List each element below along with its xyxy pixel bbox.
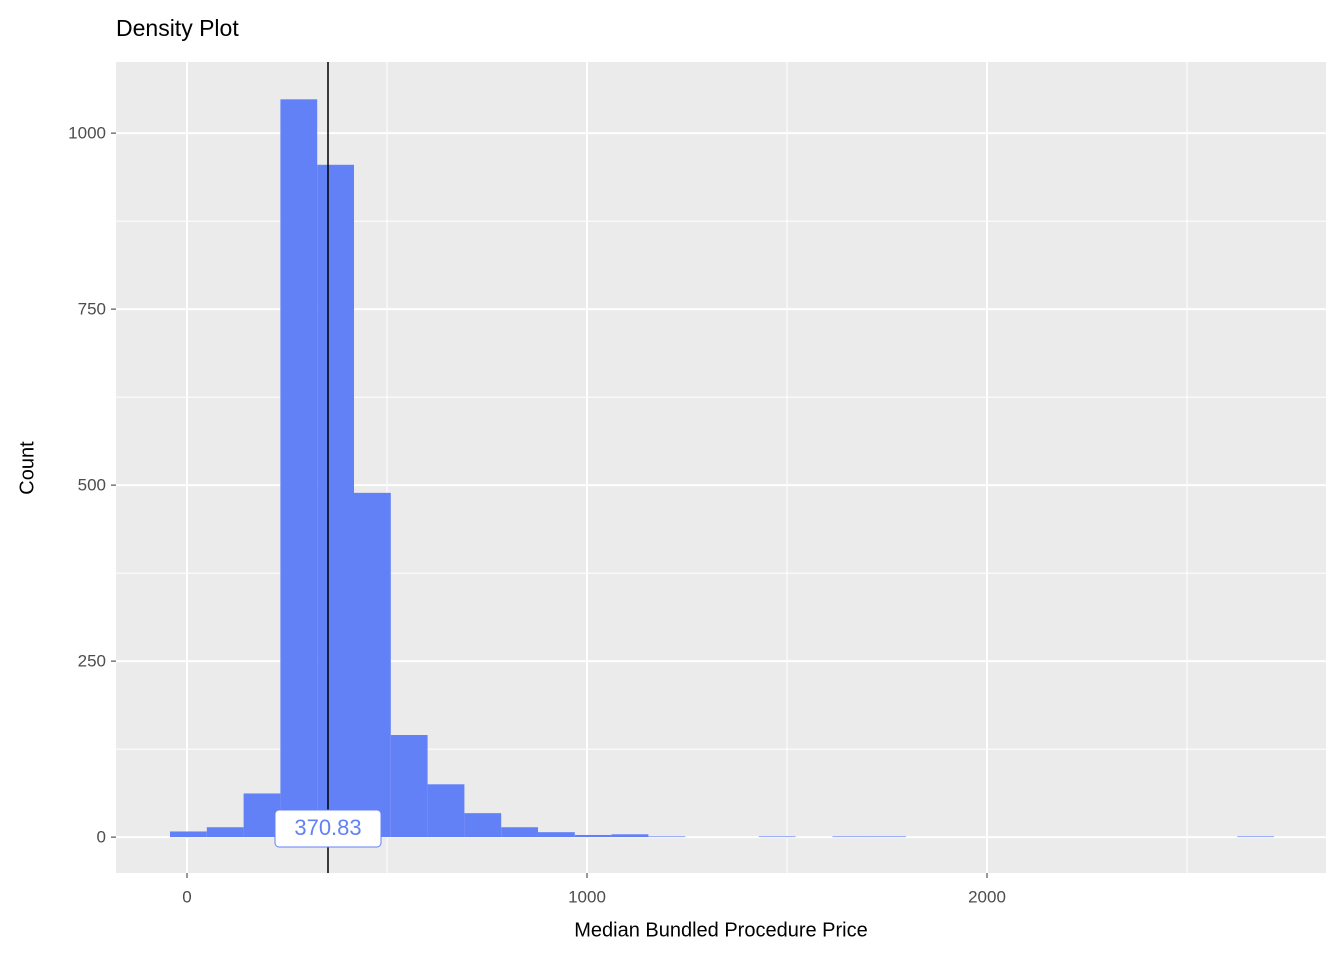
- x-axis-title: Median Bundled Procedure Price: [574, 919, 868, 941]
- x-tick-label: 1000: [568, 887, 606, 906]
- bar: [170, 831, 207, 838]
- bar: [280, 99, 318, 838]
- bar: [832, 836, 870, 838]
- bar: [869, 836, 906, 838]
- bar: [611, 834, 649, 838]
- bar: [390, 735, 428, 838]
- x-tick-label: 0: [182, 887, 191, 906]
- reference-label: 370.83: [294, 815, 361, 840]
- bar: [354, 492, 391, 838]
- y-axis-title: Count: [16, 441, 38, 495]
- bar: [206, 827, 244, 838]
- chart-title: Density Plot: [116, 15, 239, 41]
- bar: [758, 836, 796, 838]
- y-tick-label: 500: [78, 476, 106, 495]
- y-tick-label: 750: [78, 300, 106, 319]
- bar: [1237, 836, 1274, 838]
- bar: [427, 784, 465, 838]
- bar: [464, 813, 502, 838]
- bar: [538, 832, 575, 838]
- label-box: [274, 809, 382, 848]
- bar: [574, 834, 612, 838]
- bar: [648, 836, 686, 838]
- bar: [243, 793, 281, 838]
- x-tick-label: 2000: [968, 887, 1006, 906]
- y-tick-label: 0: [97, 828, 106, 847]
- bar: [501, 827, 538, 838]
- y-tick-label: 250: [78, 652, 106, 671]
- y-tick-label: 1000: [68, 124, 106, 143]
- bar: [317, 164, 354, 838]
